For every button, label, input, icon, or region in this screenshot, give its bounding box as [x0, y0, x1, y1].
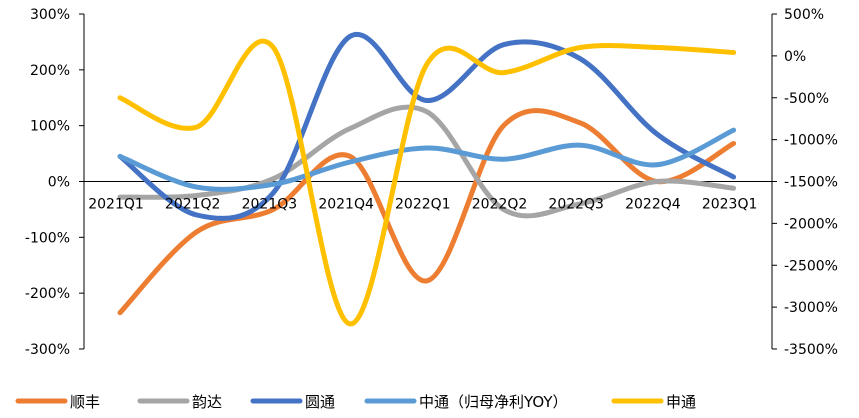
left-y-tick-label: 300% — [30, 7, 70, 23]
legend-label: 中通（归母净利YOY） — [419, 393, 568, 411]
left-y-tick-label: 100% — [30, 119, 70, 135]
legend-label: 申通 — [666, 393, 696, 411]
legend-label: 顺丰 — [70, 393, 100, 411]
x-tick-label: 2022Q1 — [395, 197, 451, 213]
right-y-tick-label: -3500% — [784, 342, 838, 358]
right-y-tick-label: -1000% — [784, 133, 838, 149]
left-y-tick-label: -300% — [25, 342, 70, 358]
right-y-tick-label: -1500% — [784, 175, 838, 191]
right-y-tick-label: -2000% — [784, 216, 838, 232]
x-tick-label: 2021Q2 — [165, 197, 221, 213]
x-axis-labels: 2021Q1 2021Q2 2021Q3 2021Q4 2022Q1 2022Q2 2022… — [88, 197, 757, 213]
axes: 300% 200% 100% 0% -100% -200% -300% 500% 0% -500%… — [25, 7, 838, 358]
x-tick-label: 2021Q4 — [318, 197, 374, 213]
x-tick-label: 2022Q4 — [625, 197, 681, 213]
left-y-tick-label: -100% — [25, 230, 70, 246]
x-tick-label: 2022Q3 — [548, 197, 604, 213]
right-y-tick-label: 0% — [784, 49, 806, 65]
left-y-tick-label: -200% — [25, 286, 70, 302]
left-y-tick-label: 0% — [48, 175, 70, 191]
right-y-tick-label: 500% — [784, 7, 824, 23]
series-layer — [117, 31, 737, 327]
left-y-tick-label: 200% — [30, 63, 70, 79]
x-tick-label: 2022Q2 — [472, 197, 528, 213]
legend-label: 韵达 — [192, 393, 222, 411]
x-tick-label: 2021Q1 — [88, 197, 144, 213]
x-tick-label: 2021Q3 — [242, 197, 298, 213]
right-y-tick-label: -3000% — [784, 300, 838, 316]
series-line-2 — [117, 31, 737, 221]
legend: 顺丰 韵达 圆通 中通（归母净利YOY） 申通 — [15, 393, 696, 411]
series-line-3 — [117, 127, 737, 192]
series-line-4 — [117, 38, 737, 327]
x-tick-label: 2023Q1 — [702, 197, 758, 213]
right-y-tick-label: -500% — [784, 91, 829, 107]
right-y-tick-label: -2500% — [784, 258, 838, 274]
legend-label: 圆通 — [305, 393, 335, 411]
